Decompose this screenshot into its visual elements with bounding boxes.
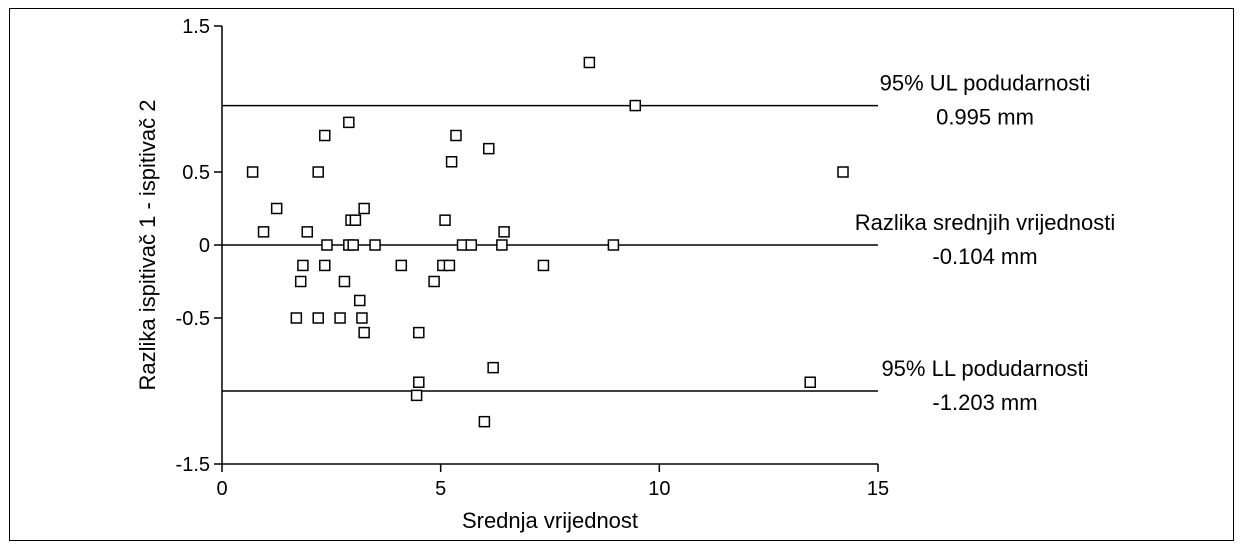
data-point <box>358 202 370 215</box>
data-point <box>356 312 368 324</box>
data-point <box>334 312 346 324</box>
reference-line-value: 0.995 mm <box>936 105 1034 130</box>
data-point <box>607 239 620 251</box>
data-point <box>443 259 456 272</box>
data-point <box>349 214 362 226</box>
data-point <box>439 214 451 226</box>
data-point <box>321 239 333 251</box>
data-point <box>338 275 351 288</box>
reference-line-value: -1.203 mm <box>932 390 1037 415</box>
data-points <box>246 56 849 428</box>
data-point <box>319 129 331 142</box>
y-axis-label: Razlika ispitivač 1 - ispitivač 2 <box>135 100 160 391</box>
reference-line-label: 95% LL podudarnosti <box>881 356 1088 381</box>
data-point <box>410 389 423 402</box>
y-tick-label: 0 <box>199 235 210 257</box>
x-axis-label: Srednja vrijednost <box>462 508 638 533</box>
data-point <box>583 56 596 69</box>
x-tick-label: 15 <box>867 478 889 500</box>
data-point <box>837 166 849 178</box>
data-point <box>312 166 324 178</box>
y-tick-label: -1.5 <box>176 454 210 476</box>
data-point <box>294 275 307 288</box>
data-point <box>343 116 355 129</box>
data-point <box>257 226 270 238</box>
chart-frame <box>9 8 1234 541</box>
data-point <box>297 259 309 272</box>
data-point <box>358 326 370 339</box>
reference-line-label: 95% UL podudarnosti <box>880 71 1091 96</box>
data-point <box>312 312 324 324</box>
data-point <box>354 294 366 307</box>
reference-line-value: -0.104 mm <box>932 244 1037 269</box>
data-point <box>445 156 458 168</box>
data-point <box>487 361 499 374</box>
y-tick-label: 1.5 <box>182 16 210 38</box>
data-point <box>483 142 495 155</box>
data-point <box>270 202 283 215</box>
y-tick-label: -0.5 <box>176 308 210 330</box>
data-point <box>478 415 491 428</box>
data-point <box>498 226 510 238</box>
y-tick-label: 0.5 <box>182 162 210 184</box>
tick-labels: 0 5 10 15 1.5 0.5 0 -0.5 -1.5 <box>176 16 890 500</box>
data-point <box>413 326 425 339</box>
data-point <box>428 275 440 288</box>
data-point <box>369 239 381 251</box>
data-point <box>804 376 816 388</box>
data-point <box>301 226 314 238</box>
data-point <box>465 239 478 251</box>
data-point <box>629 99 642 112</box>
data-point <box>537 259 550 272</box>
data-point <box>319 259 331 272</box>
data-point <box>395 259 408 272</box>
data-point <box>413 376 425 388</box>
data-point <box>450 129 462 142</box>
data-point <box>290 312 303 324</box>
data-point <box>496 239 508 251</box>
reference-line-label: Razlika srednjih vrijednosti <box>855 210 1115 235</box>
axes <box>214 25 879 472</box>
reference-lines: 95% UL podudarnosti 0.995 mm Razlika sredn… <box>222 71 1115 415</box>
x-tick-label: 0 <box>216 478 227 500</box>
x-tick-label: 5 <box>435 478 446 500</box>
data-point <box>347 239 359 251</box>
x-tick-label: 10 <box>648 478 670 500</box>
data-point <box>246 166 259 178</box>
